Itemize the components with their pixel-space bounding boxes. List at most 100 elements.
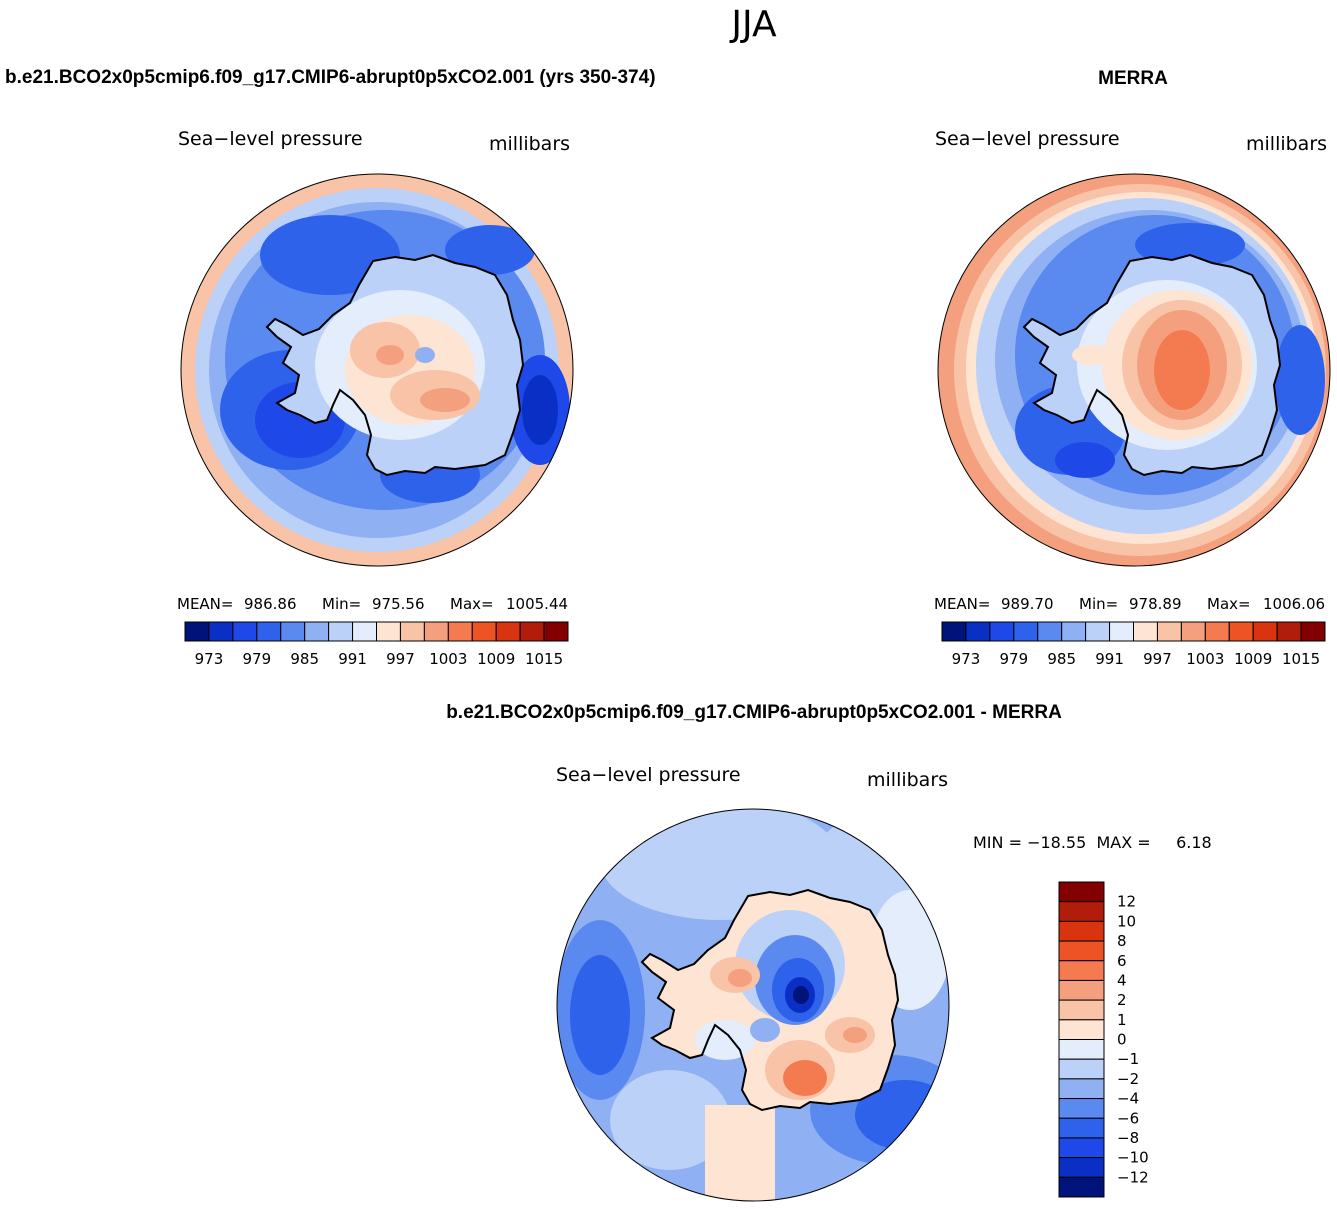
- diff-colorbar-label: −12: [1117, 1168, 1149, 1186]
- obs-mean-label: MEAN=: [934, 595, 990, 613]
- model-colorbar-swatch: [232, 621, 258, 642]
- diff-colorbar-label: 6: [1117, 952, 1127, 970]
- model-stats: MEAN= 986.86 Min= 975.56 Max= 1005.44: [177, 595, 568, 613]
- model-colorbar-swatch: [495, 621, 521, 642]
- model-colorbar-swatch: [328, 621, 354, 642]
- diff-colorbar-label: 4: [1117, 971, 1127, 989]
- diff-colorbar-swatch: [1058, 999, 1105, 1021]
- obs-units-label: millibars: [1246, 133, 1327, 155]
- model-colorbar-swatch: [184, 621, 210, 642]
- obs-colorbar-label: 1009: [1234, 650, 1272, 668]
- diff-colorbar-swatch: [1058, 960, 1105, 981]
- diff-minmax-label: MIN = −18.55 MAX = 6.18: [973, 833, 1212, 852]
- diff-colorbar-swatch: [1058, 1098, 1105, 1119]
- obs-panel-header: MERRA: [1098, 68, 1168, 89]
- model-colorbar-label: 973: [195, 650, 224, 668]
- obs-colorbar-swatch: [1156, 621, 1182, 642]
- diff-colorbar-label: −2: [1117, 1070, 1139, 1088]
- diff-units-label: millibars: [867, 769, 948, 791]
- model-colorbar-label: 979: [242, 650, 271, 668]
- model-colorbar-label: 985: [290, 650, 319, 668]
- obs-colorbar-swatch: [1133, 621, 1158, 642]
- diff-colorbar-swatch: [1058, 1058, 1105, 1080]
- diff-colorbar-label: 8: [1117, 932, 1127, 950]
- obs-colorbar-swatch: [1109, 621, 1134, 642]
- model-colorbar: 973 979 985 991 997 1003 1009 1015: [184, 621, 569, 668]
- model-colorbar-swatch: [423, 621, 449, 642]
- diff-colorbar-label: −8: [1117, 1129, 1139, 1147]
- diff-colorbar-swatch: [1058, 1019, 1105, 1040]
- diff-colorbar-label: 2: [1117, 991, 1127, 1009]
- obs-variable-label: Sea−level pressure: [935, 128, 1120, 150]
- model-colorbar-label: 1015: [525, 650, 563, 668]
- model-colorbar-label: 1009: [477, 650, 515, 668]
- diff-colorbar-swatch: [1058, 1039, 1105, 1060]
- diff-colorbar-swatch: [1058, 1157, 1105, 1178]
- model-colorbar-swatch: [519, 621, 545, 642]
- diff-colorbar-label: −1: [1117, 1050, 1139, 1068]
- diff-colorbar-swatch: [1058, 881, 1105, 903]
- obs-colorbar-swatch: [1252, 621, 1278, 642]
- diff-colorbar-swatch: [1058, 1117, 1105, 1139]
- obs-colorbar-swatch: [1204, 621, 1230, 642]
- model-variable-label: Sea−level pressure: [178, 128, 363, 150]
- model-colorbar-swatch: [280, 621, 306, 642]
- diff-variable-label: Sea−level pressure: [556, 764, 741, 786]
- obs-mean-value: 989.70: [1001, 595, 1054, 613]
- model-max-value: 1005.44: [506, 595, 568, 613]
- obs-colorbar-label: 1015: [1282, 650, 1320, 668]
- model-min-label: Min=: [322, 595, 361, 613]
- diff-colorbar-label: 0: [1117, 1031, 1127, 1049]
- model-panel-header: b.e21.BCO2x0p5cmip6.f09_g17.CMIP6-abrupt…: [5, 67, 656, 88]
- obs-colorbar-swatch: [989, 621, 1015, 642]
- model-colorbar-label: 997: [386, 650, 415, 668]
- diff-colorbar-label: 1: [1117, 1011, 1127, 1029]
- obs-antarctica: [1023, 254, 1281, 476]
- model-colorbar-swatch: [447, 621, 473, 642]
- diff-colorbar-label: 10: [1117, 912, 1136, 930]
- obs-colorbar-label: 979: [999, 650, 1028, 668]
- diff-panel-header: b.e21.BCO2x0p5cmip6.f09_g17.CMIP6-abrupt…: [446, 702, 1062, 723]
- diff-colorbar-label: −4: [1117, 1090, 1139, 1108]
- obs-colorbar: 973 979 985 991 997 1003 1009 1015: [941, 621, 1326, 668]
- obs-colorbar-label: 1003: [1186, 650, 1224, 668]
- obs-colorbar-swatch: [1061, 621, 1087, 642]
- model-colorbar-swatch: [352, 621, 377, 642]
- obs-max-label: Max=: [1207, 595, 1251, 613]
- model-antarctica: [266, 254, 524, 476]
- obs-colorbar-swatch: [1013, 621, 1039, 642]
- model-units-label: millibars: [489, 133, 570, 155]
- model-colorbar-swatch: [471, 621, 497, 642]
- obs-colorbar-swatch: [941, 621, 967, 642]
- obs-colorbar-swatch: [1300, 621, 1326, 642]
- diff-colorbar-label: −10: [1117, 1149, 1149, 1167]
- diff-antarctica: [641, 889, 899, 1111]
- model-colorbar-swatch: [304, 621, 330, 642]
- model-colorbar-swatch: [256, 621, 282, 642]
- model-colorbar-swatch: [208, 621, 234, 642]
- obs-colorbar-swatch: [965, 621, 991, 642]
- diff-colorbar-swatch: [1058, 940, 1105, 962]
- model-min-value: 975.56: [372, 595, 425, 613]
- obs-max-value: 1006.06: [1263, 595, 1325, 613]
- model-colorbar-swatch: [399, 621, 425, 642]
- diff-colorbar-swatch: [1058, 1078, 1105, 1100]
- obs-colorbar-label: 973: [952, 650, 981, 668]
- diff-colorbar-swatch: [1058, 979, 1105, 1001]
- obs-colorbar-swatch: [1180, 621, 1206, 642]
- obs-colorbar-label: 997: [1143, 650, 1172, 668]
- figure-title: JJA: [729, 4, 777, 45]
- diff-colorbar-label: 12: [1117, 893, 1136, 911]
- obs-colorbar-swatch: [1276, 621, 1302, 642]
- diff-colorbar-swatch: [1058, 1137, 1105, 1159]
- model-mean-label: MEAN=: [177, 595, 233, 613]
- diff-colorbar-swatch: [1058, 920, 1105, 942]
- obs-colorbar-swatch: [1228, 621, 1254, 642]
- obs-colorbar-label: 991: [1095, 650, 1124, 668]
- obs-colorbar-swatch: [1085, 621, 1111, 642]
- model-colorbar-swatch: [376, 621, 401, 642]
- obs-colorbar-swatch: [1037, 621, 1063, 642]
- diff-colorbar-label: −6: [1117, 1109, 1139, 1127]
